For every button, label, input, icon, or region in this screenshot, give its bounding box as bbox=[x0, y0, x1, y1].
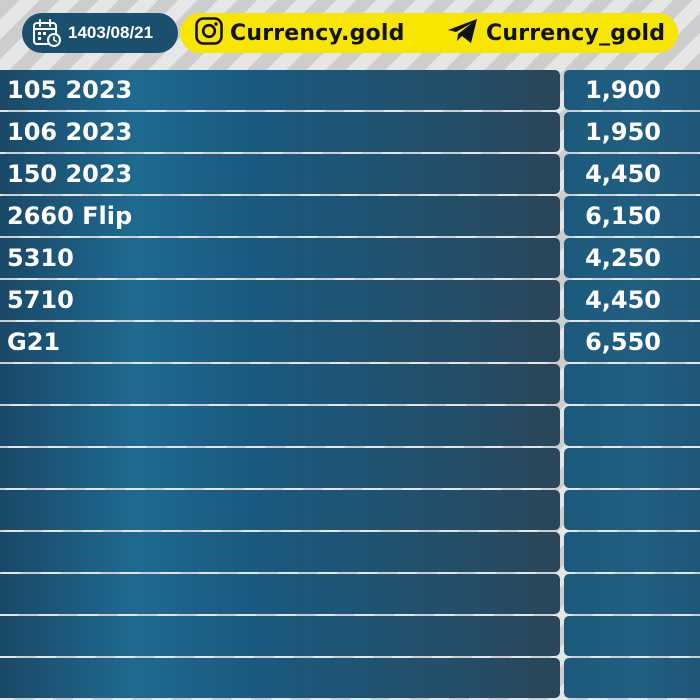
item-name-cell bbox=[0, 658, 560, 698]
table-row: 5710 4,450 bbox=[0, 280, 700, 320]
instagram-link[interactable]: Currency.gold bbox=[194, 13, 405, 53]
table-row: 105 2023 1,900 bbox=[0, 70, 700, 110]
social-handles-bar: Currency.gold Currency_gold bbox=[180, 13, 678, 53]
item-price-cell bbox=[564, 448, 700, 488]
date-text: 1403/08/21 bbox=[68, 23, 154, 42]
table-row: G21 6,550 bbox=[0, 322, 700, 362]
table-row bbox=[0, 406, 700, 446]
table-row: 150 2023 4,450 bbox=[0, 154, 700, 194]
telegram-handle: Currency_gold bbox=[486, 20, 666, 46]
item-price-cell bbox=[564, 658, 700, 698]
item-name-cell: 106 2023 bbox=[0, 112, 560, 152]
instagram-handle: Currency.gold bbox=[230, 20, 405, 46]
item-name-cell bbox=[0, 448, 560, 488]
telegram-link[interactable]: Currency_gold bbox=[446, 13, 665, 53]
item-name-cell: 2660 Flip bbox=[0, 196, 560, 236]
item-price-cell: 1,950 bbox=[564, 112, 700, 152]
item-name-cell bbox=[0, 364, 560, 404]
item-price-cell: 4,450 bbox=[564, 154, 700, 194]
item-price-cell: 4,250 bbox=[564, 238, 700, 278]
table-row: 2660 Flip 6,150 bbox=[0, 196, 700, 236]
item-name-cell: 150 2023 bbox=[0, 154, 560, 194]
item-name-cell: 5710 bbox=[0, 280, 560, 320]
instagram-icon bbox=[194, 16, 224, 51]
item-price-cell: 4,450 bbox=[564, 280, 700, 320]
item-name-cell bbox=[0, 532, 560, 572]
item-name-cell: 5310 bbox=[0, 238, 560, 278]
item-price-cell bbox=[564, 406, 700, 446]
table-row bbox=[0, 490, 700, 530]
item-name-cell bbox=[0, 616, 560, 656]
item-price-cell: 1,900 bbox=[564, 70, 700, 110]
item-name-cell bbox=[0, 574, 560, 614]
item-name-cell bbox=[0, 490, 560, 530]
item-name-cell: G21 bbox=[0, 322, 560, 362]
table-row bbox=[0, 532, 700, 572]
table-row bbox=[0, 448, 700, 488]
calendar-icon bbox=[32, 18, 62, 48]
item-name-cell: 105 2023 bbox=[0, 70, 560, 110]
table-row bbox=[0, 364, 700, 404]
table-row: 5310 4,250 bbox=[0, 238, 700, 278]
item-price-cell bbox=[564, 364, 700, 404]
item-price-cell: 6,550 bbox=[564, 322, 700, 362]
table-row bbox=[0, 616, 700, 656]
telegram-icon bbox=[446, 16, 480, 51]
item-price-cell bbox=[564, 616, 700, 656]
table-row bbox=[0, 574, 700, 614]
table-row bbox=[0, 658, 700, 698]
item-name-cell bbox=[0, 406, 560, 446]
item-price-cell bbox=[564, 532, 700, 572]
item-price-cell: 6,150 bbox=[564, 196, 700, 236]
item-price-cell bbox=[564, 574, 700, 614]
date-badge: 1403/08/21 bbox=[22, 13, 178, 53]
table-row: 106 2023 1,950 bbox=[0, 112, 700, 152]
item-price-cell bbox=[564, 490, 700, 530]
header-bar: 1403/08/21 Currency.gold Currency_gold bbox=[0, 0, 700, 66]
